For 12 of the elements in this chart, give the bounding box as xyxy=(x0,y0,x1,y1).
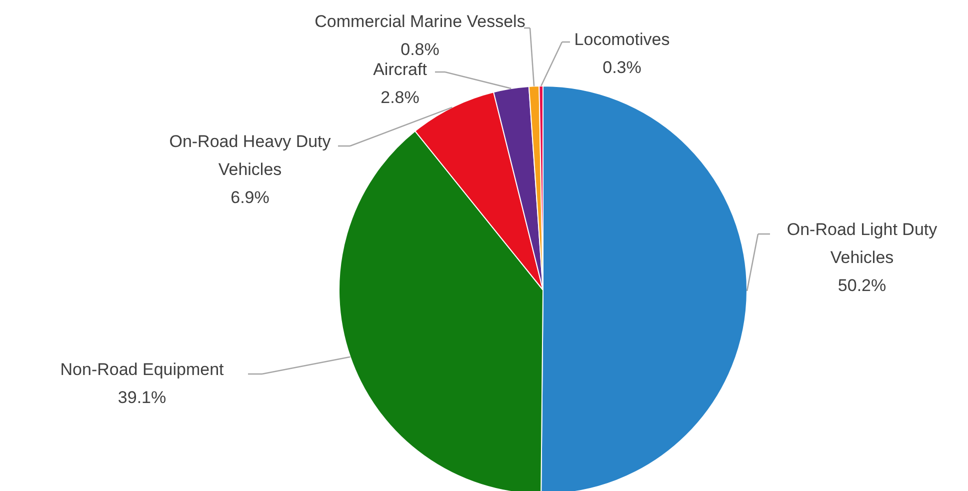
data-label: 39.1% xyxy=(118,388,166,407)
slice-label: Aircraft xyxy=(373,60,428,79)
data-label: 2.8% xyxy=(380,88,420,107)
slice-label: Non-Road Equipment xyxy=(60,360,224,379)
data-label: 6.9% xyxy=(230,188,270,207)
data-label: 0.3% xyxy=(602,58,642,77)
slice-label: Locomotives xyxy=(574,30,670,49)
slice-label: On-Road Light Duty Vehicles xyxy=(786,220,938,267)
data-label: 50.2% xyxy=(838,276,886,295)
slice-label: On-Road Heavy Duty Vehicles xyxy=(169,132,332,179)
data-label: 0.8% xyxy=(400,40,440,59)
slice-label: Commercial Marine Vessels xyxy=(314,12,526,31)
